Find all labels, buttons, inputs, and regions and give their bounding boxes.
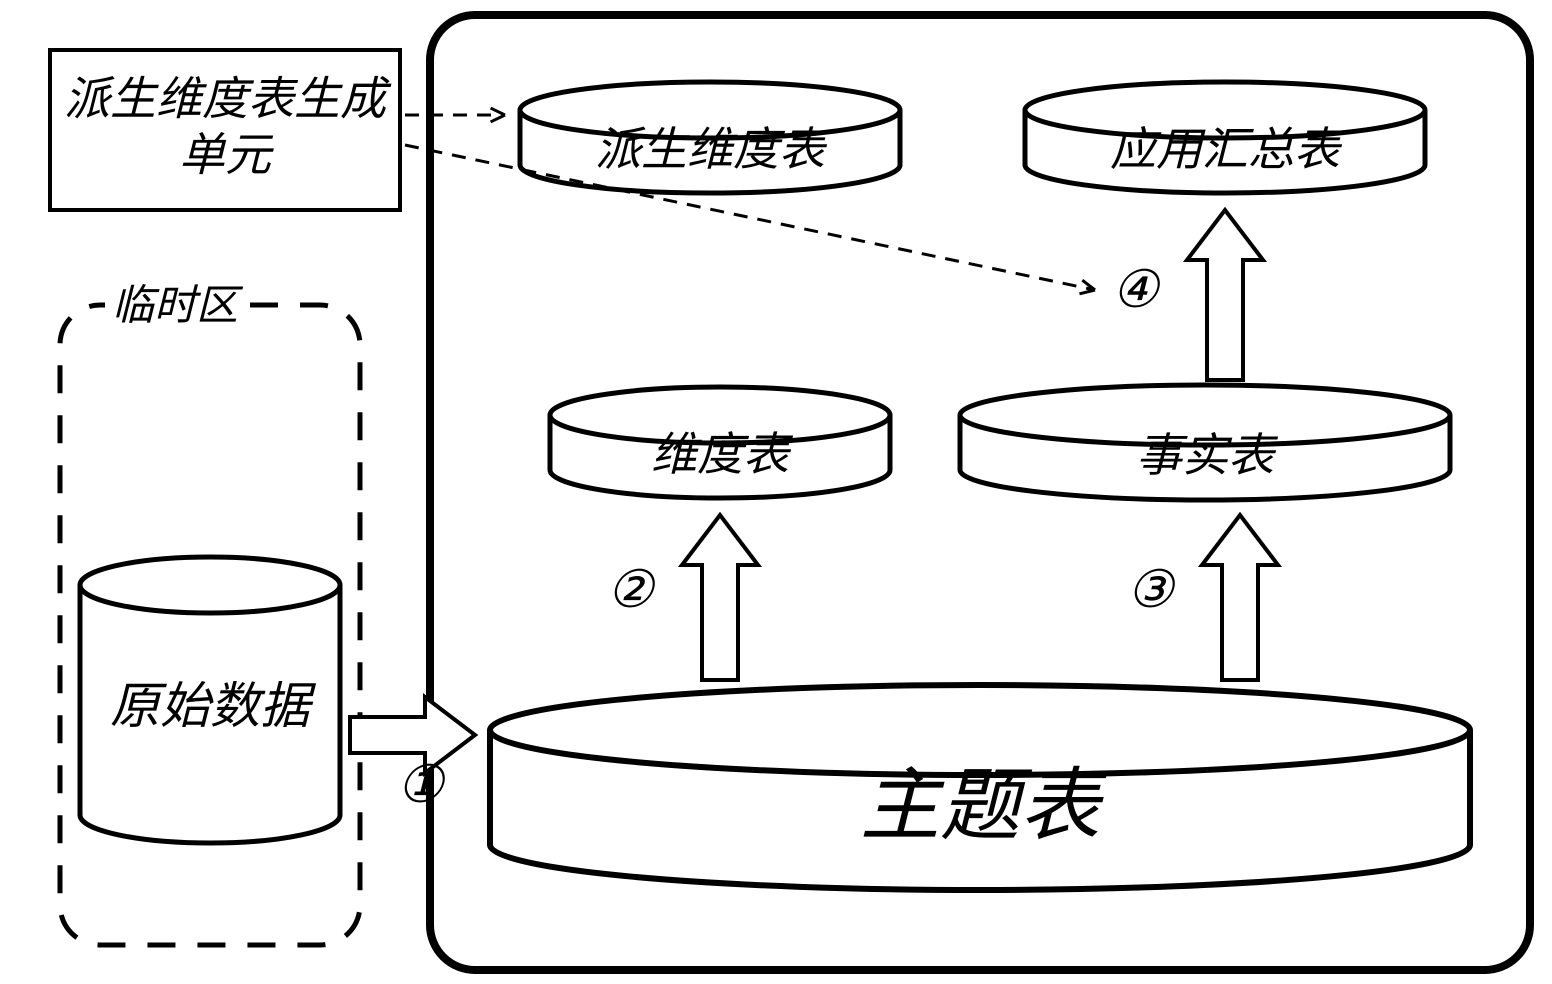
generator-box-line1: 派生维度表生成 [64, 74, 392, 125]
subject-table: 主题表 [490, 685, 1470, 890]
generator-box-line2: 单元 [179, 130, 274, 181]
app-summary-table: 应用汇总表 [1025, 82, 1425, 193]
app-summary-table-label: 应用汇总表 [1110, 124, 1345, 175]
raw-data-label: 原始数据 [110, 678, 317, 734]
dim-table: 维度表 [550, 387, 890, 498]
circled-number-n2: ② [607, 562, 656, 619]
fact-table: 事实表 [960, 385, 1450, 500]
fact-table-label: 事实表 [1136, 430, 1279, 481]
circled-number-n1: ① [397, 757, 446, 814]
raw-data: 原始数据 [80, 557, 340, 843]
subject-table-label: 主题表 [860, 763, 1108, 851]
circled-number-n4: ④ [1112, 262, 1161, 319]
circled-number-n3: ③ [1127, 562, 1176, 619]
temp-zone-label: 临时区 [112, 284, 244, 330]
dim-table-label: 维度表 [651, 429, 794, 480]
derived-dim-table-label: 派生维度表 [595, 124, 830, 175]
derived-dim-table: 派生维度表 [520, 82, 900, 193]
